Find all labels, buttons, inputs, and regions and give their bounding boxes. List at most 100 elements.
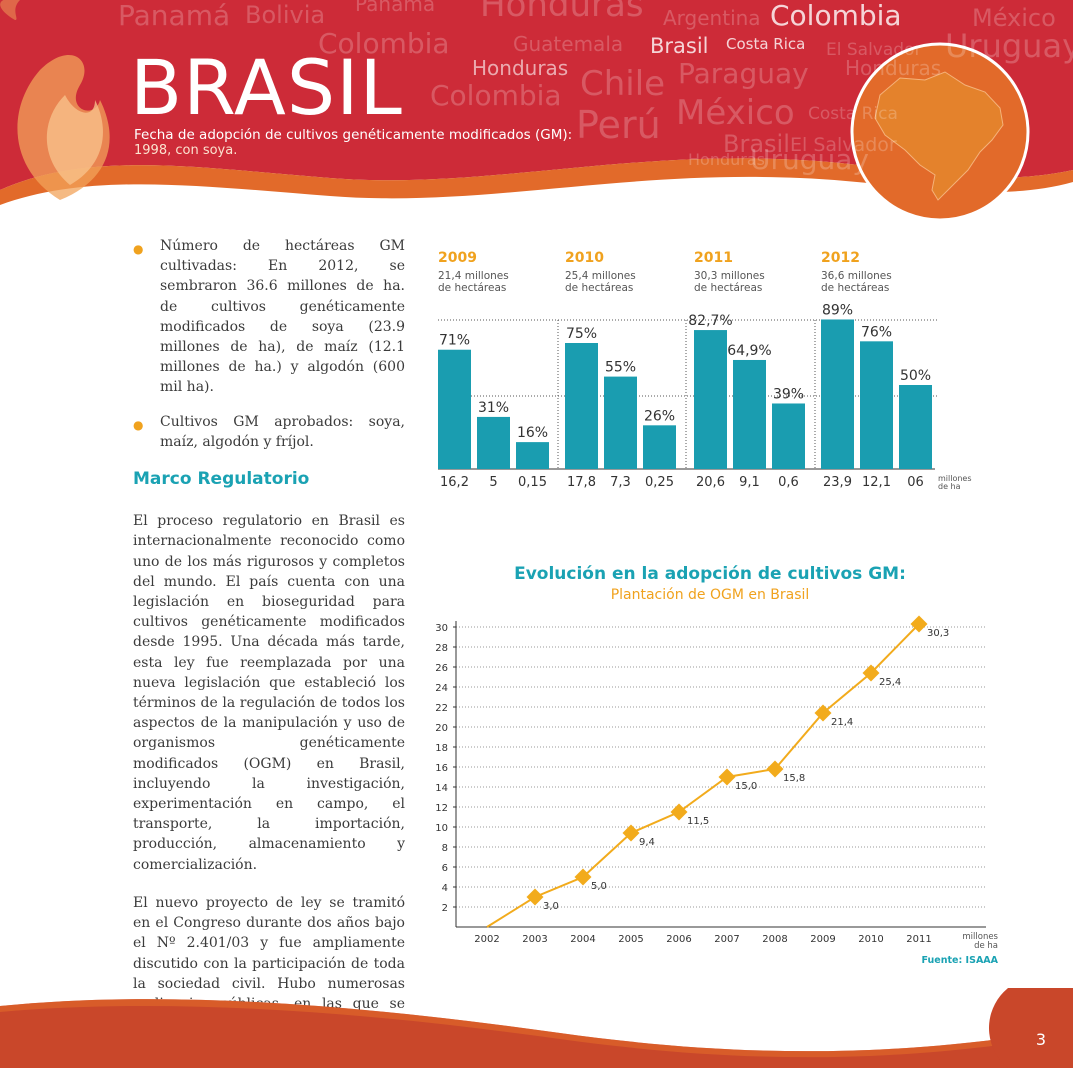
data-point bbox=[910, 615, 928, 633]
unit-label: millones bbox=[938, 474, 972, 483]
y-tick-label: 12 bbox=[435, 803, 448, 814]
bar-value-label: 7,3 bbox=[610, 475, 631, 490]
bar bbox=[860, 341, 893, 469]
bg-word: Honduras bbox=[480, 0, 644, 25]
y-tick-label: 24 bbox=[435, 683, 448, 694]
year-total-line: de hectáreas bbox=[565, 282, 634, 294]
bar-value-label: 0,15 bbox=[518, 475, 547, 490]
line-chart-subtitle: Plantación de OGM en Brasil bbox=[610, 587, 810, 603]
year-title: 2010 bbox=[565, 250, 604, 266]
bar-percent-label: 82,7% bbox=[688, 313, 732, 329]
bullet-text: Cultivos GM aprobados: soya, maíz, algod… bbox=[160, 413, 405, 450]
bar-value-label: 23,9 bbox=[823, 475, 852, 490]
y-tick-label: 16 bbox=[435, 763, 448, 774]
y-tick-label: 4 bbox=[442, 883, 448, 894]
data-label: 30,3 bbox=[927, 628, 949, 639]
bar bbox=[477, 416, 510, 469]
x-tick-label: 2010 bbox=[858, 934, 883, 945]
bar-value-label: 9,1 bbox=[739, 475, 760, 490]
x-tick-label: 2004 bbox=[570, 934, 595, 945]
bar-chart-plot: 71% 16,2 31% 5 16% 0,15 75% 17,8 55% 7,3 26% 0,25 82… bbox=[438, 302, 972, 491]
data-point bbox=[622, 824, 640, 842]
year-total: 30,3 millones de hectáreas bbox=[694, 270, 765, 294]
bar bbox=[438, 349, 471, 469]
bar-percent-label: 71% bbox=[439, 333, 470, 349]
bar-percent-label: 64,9% bbox=[727, 343, 771, 359]
unit-label: de ha bbox=[938, 482, 961, 491]
x-tick-label: 2008 bbox=[762, 934, 787, 945]
series-line bbox=[486, 623, 920, 928]
bar-value-label: 5 bbox=[489, 475, 497, 490]
bg-word: Bolivia bbox=[245, 1, 326, 29]
data-label: 25,4 bbox=[879, 677, 901, 688]
y-tick-label: 30 bbox=[435, 623, 448, 634]
year-total-line: de hectáreas bbox=[438, 282, 507, 294]
list-item: ● Cultivos GM aprobados: soya, maíz, alg… bbox=[133, 412, 405, 452]
bar bbox=[643, 425, 676, 469]
x-axis-label: millones bbox=[962, 932, 998, 942]
x-tick-label: 2009 bbox=[810, 934, 835, 945]
bg-word: Honduras bbox=[472, 56, 569, 80]
x-tick-label: 2003 bbox=[522, 934, 547, 945]
bg-word: El Salvador bbox=[790, 134, 897, 156]
bar-percent-label: 39% bbox=[773, 386, 804, 402]
bg-word: México bbox=[972, 4, 1056, 32]
data-point bbox=[766, 760, 784, 778]
y-tick-label: 2 bbox=[442, 903, 448, 914]
bg-word: Brasil bbox=[723, 130, 790, 158]
year-title: 2011 bbox=[694, 250, 733, 266]
bar bbox=[516, 442, 549, 469]
data-label: 15,0 bbox=[735, 781, 757, 792]
y-tick-label: 20 bbox=[435, 723, 448, 734]
adoption-date-label: Fecha de adopción de cultivos genéticame… bbox=[134, 127, 573, 143]
bar bbox=[733, 359, 766, 469]
list-item: ● Número de hectáreas GM cultivadas: En … bbox=[133, 236, 405, 398]
year-title: 2009 bbox=[438, 250, 477, 266]
year-total-line: 36,6 millones bbox=[821, 270, 892, 282]
bar-value-label: 0,25 bbox=[645, 475, 674, 490]
bar bbox=[821, 319, 854, 469]
data-point bbox=[718, 768, 736, 786]
y-tick-label: 18 bbox=[435, 743, 448, 754]
year-total-line: 21,4 millones bbox=[438, 270, 509, 282]
x-tick-label: 2011 bbox=[906, 934, 931, 945]
year-total: 36,6 millones de hectáreas bbox=[821, 270, 892, 294]
bg-word: Panamá bbox=[118, 0, 231, 32]
y-tick-label: 6 bbox=[442, 863, 448, 874]
x-tick-label: 2007 bbox=[714, 934, 739, 945]
bar-value-label: 12,1 bbox=[862, 475, 891, 490]
bg-word: Colombia bbox=[318, 27, 450, 60]
bg-word: Uruguay bbox=[750, 143, 869, 176]
page-number: 3 bbox=[1035, 1030, 1047, 1049]
bar-percent-label: 55% bbox=[605, 360, 636, 376]
bg-word: México bbox=[676, 93, 795, 133]
data-point bbox=[814, 704, 832, 722]
data-point bbox=[862, 664, 880, 682]
x-tick-label: 2002 bbox=[474, 934, 499, 945]
bar bbox=[899, 385, 932, 469]
bar-percent-label: 31% bbox=[478, 400, 509, 416]
bg-word: Costa Rica bbox=[808, 104, 898, 124]
bar-value-label: 17,8 bbox=[567, 475, 596, 490]
left-column: ● Número de hectáreas GM cultivadas: En … bbox=[133, 236, 405, 1068]
data-point bbox=[574, 868, 592, 886]
bar-chart: 2009 21,4 millones de hectáreas 2010 25,… bbox=[430, 248, 990, 498]
data-label: 5,0 bbox=[591, 881, 607, 892]
bg-word: Argentina bbox=[663, 6, 761, 30]
bar-percent-label: 26% bbox=[644, 408, 675, 424]
header-background bbox=[0, 0, 1073, 222]
bar-percent-label: 75% bbox=[566, 326, 597, 342]
year-title: 2012 bbox=[821, 250, 860, 266]
data-point bbox=[526, 888, 544, 906]
bg-word: Colombia bbox=[430, 79, 562, 112]
bar-value-label: 06 bbox=[907, 475, 924, 490]
page-header: Panamá Bolivia Panamá Honduras Argentina… bbox=[0, 0, 1073, 230]
bg-word: Honduras bbox=[688, 150, 765, 169]
footer-background bbox=[0, 988, 1073, 1068]
page-title: BRASIL bbox=[130, 43, 403, 132]
bg-word: Colombia bbox=[770, 0, 902, 32]
y-tick-label: 14 bbox=[435, 783, 448, 794]
flame-logo-icon bbox=[0, 0, 110, 201]
bg-word: Paraguay bbox=[678, 57, 809, 90]
